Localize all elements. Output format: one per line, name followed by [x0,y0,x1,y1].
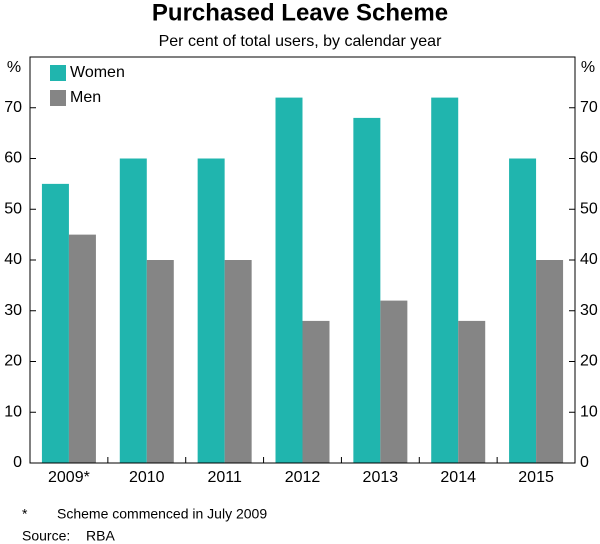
y-unit: % [7,59,21,76]
y2-tick-label: 60 [580,150,598,167]
x-tick-label: 2011 [207,469,242,486]
y2-unit: % [581,59,595,76]
bar [509,158,537,463]
y-tick-label: 30 [4,302,22,319]
bar [275,97,303,463]
bar [302,320,330,463]
note-label: * [22,506,28,522]
bar [536,260,564,463]
y-tick-label: 40 [4,251,22,268]
note-text: RBA [86,528,115,544]
bar [353,117,381,464]
y-tick-label: 10 [4,403,22,420]
legend-label: Women [70,64,125,81]
y-tick-label: 60 [4,150,22,167]
x-tick-label: 2012 [285,469,321,486]
note-text: Scheme commenced in July 2009 [57,506,267,522]
y2-tick-label: 70 [580,99,598,116]
chart-subtitle: Per cent of total users, by calendar yea… [159,33,442,50]
y2-tick-label: 40 [580,251,598,268]
y2-tick-label: 0 [580,454,589,471]
x-tick-label: 2010 [129,469,165,486]
legend-label: Men [70,89,101,106]
bar [431,97,459,463]
y-tick-label: 0 [13,454,22,471]
bar [146,260,174,463]
x-tick-label: 2009* [48,469,90,486]
y2-tick-label: 50 [580,200,598,217]
note-label: Source: [22,528,70,544]
legend-swatch [50,65,66,81]
bar [197,158,225,463]
bar [119,158,147,463]
y-tick-label: 20 [4,353,22,370]
bar [68,234,96,463]
bar [380,300,408,463]
chart-title: Purchased Leave Scheme [152,0,448,26]
bar [224,260,252,463]
y-tick-label: 50 [4,200,22,217]
x-tick-label: 2014 [440,469,476,486]
y-tick-label: 70 [4,99,22,116]
bar [458,320,486,463]
y2-tick-label: 30 [580,302,598,319]
x-tick-label: 2013 [363,469,399,486]
x-tick-label: 2015 [518,469,554,486]
y2-tick-label: 20 [580,353,598,370]
legend-swatch [50,90,66,106]
y2-tick-label: 10 [580,403,598,420]
bar [41,183,69,463]
